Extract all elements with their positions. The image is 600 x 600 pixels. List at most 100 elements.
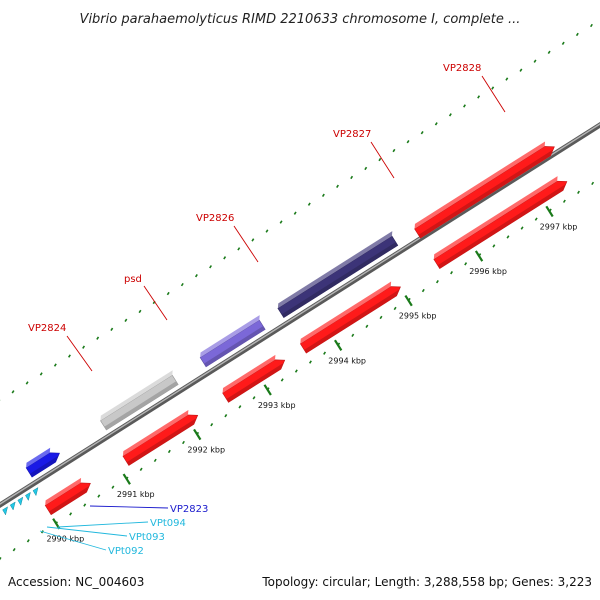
- kbp-tick-labels: 2990 kbp 2991 kbp 2992 kbp 2993 kbp 2994 kbp…: [46, 222, 577, 543]
- minor-tick: [210, 422, 214, 427]
- minor-tick-marks: [0, 23, 595, 561]
- minor-tick: [589, 23, 593, 28]
- trna-marker[interactable]: [2, 506, 8, 516]
- minor-tick: [293, 211, 297, 215]
- kbp-tick-label: 2996 kbp: [469, 267, 507, 276]
- minor-tick: [351, 333, 355, 337]
- minor-tick: [194, 274, 198, 278]
- minor-tick: [450, 271, 454, 275]
- minor-tick: [82, 345, 86, 349]
- leader-line: [39, 530, 107, 551]
- minor-tick: [464, 262, 468, 266]
- minor-tick: [166, 291, 170, 296]
- minor-tick: [577, 190, 580, 194]
- minor-tick: [83, 503, 87, 507]
- cds-feature[interactable]: [220, 352, 287, 403]
- cds-feature[interactable]: [298, 279, 403, 354]
- gene-feature-vp2827[interactable]: [412, 139, 557, 239]
- minor-tick: [139, 467, 143, 471]
- cds-feature[interactable]: [43, 475, 93, 516]
- minor-tick: [448, 113, 452, 117]
- feature-layer: [2, 139, 570, 516]
- minor-tick: [12, 548, 16, 552]
- minor-tick: [364, 166, 368, 171]
- minor-tick: [294, 369, 298, 373]
- major-tick: [193, 428, 202, 441]
- minor-tick: [180, 282, 184, 287]
- minor-tick: [378, 157, 382, 162]
- minor-tick: [506, 235, 510, 239]
- leader-line: [481, 75, 506, 113]
- minor-tick: [11, 390, 15, 394]
- gene-feature-vp2826[interactable]: [276, 231, 401, 319]
- gene-label[interactable]: VPt092: [108, 546, 144, 557]
- minor-tick: [67, 354, 71, 358]
- minor-tick: [477, 95, 481, 99]
- cds-feature[interactable]: [121, 407, 201, 466]
- trna-marker[interactable]: [25, 491, 31, 502]
- minor-tick: [209, 265, 213, 269]
- kbp-tick-label: 2991 kbp: [117, 490, 155, 499]
- minor-tick: [53, 363, 57, 367]
- gene-label[interactable]: VP2826: [196, 213, 234, 224]
- trna-marker[interactable]: [9, 501, 16, 511]
- minor-tick: [591, 181, 595, 186]
- minor-tick: [491, 86, 495, 90]
- minor-tick: [562, 199, 566, 203]
- minor-tick: [420, 131, 424, 135]
- kbp-tick-label: 2992 kbp: [187, 446, 225, 455]
- leader-line: [370, 141, 395, 179]
- minor-tick: [308, 360, 312, 364]
- kbp-tick-label: 2995 kbp: [399, 312, 437, 321]
- genome-summary: Topology: circular; Length: 3,288,558 bp…: [261, 575, 592, 589]
- accession-label: Accession: NC_004603: [8, 575, 144, 589]
- major-tick: [334, 339, 343, 351]
- minor-tick: [110, 327, 114, 331]
- major-tick: [474, 250, 484, 262]
- gene-label[interactable]: VPt094: [150, 518, 186, 529]
- minor-tick: [307, 202, 311, 206]
- leader-line: [46, 526, 128, 537]
- gene-label[interactable]: VPt093: [129, 532, 165, 543]
- minor-tick: [434, 122, 438, 126]
- feature-vp2823[interactable]: [24, 445, 62, 478]
- minor-tick: [421, 288, 425, 293]
- minor-tick: [138, 309, 142, 314]
- minor-tick: [223, 256, 227, 260]
- map-title: Vibrio parahaemolyticus RIMD 2210633 chr…: [80, 12, 521, 27]
- major-tick: [263, 384, 272, 396]
- gene-label[interactable]: VP2824: [28, 323, 66, 334]
- leader-line: [66, 335, 93, 372]
- kbp-tick-label: 2994 kbp: [328, 356, 366, 365]
- minor-tick: [96, 336, 100, 340]
- minor-tick: [97, 494, 101, 498]
- minor-tick: [280, 378, 284, 382]
- trna-marker[interactable]: [32, 487, 39, 497]
- minor-tick: [547, 50, 551, 54]
- minor-tick: [406, 139, 410, 144]
- minor-tick: [533, 59, 537, 63]
- kbp-tick-label: 2990 kbp: [46, 535, 84, 544]
- cds-feature[interactable]: [432, 173, 570, 269]
- minor-tick: [0, 556, 2, 561]
- minor-tick: [575, 32, 579, 37]
- minor-tick: [167, 449, 171, 454]
- gene-label[interactable]: VP2823: [170, 504, 208, 515]
- gene-label[interactable]: VP2827: [333, 129, 371, 140]
- minor-tick: [124, 318, 128, 323]
- gene-label[interactable]: psd: [124, 274, 142, 285]
- minor-tick: [39, 372, 43, 376]
- minor-tick: [534, 217, 538, 221]
- minor-tick: [153, 458, 157, 463]
- minor-tick: [265, 229, 269, 233]
- trna-marker[interactable]: [17, 496, 24, 506]
- minor-tick: [25, 381, 29, 385]
- minor-tick: [69, 512, 73, 516]
- minor-tick: [237, 247, 241, 251]
- gene-labels: VP2824 psd VP2826 VP2827 VP2828 VP2823 VPt094 V…: [28, 63, 506, 557]
- gene-feature-psd[interactable]: [198, 315, 268, 368]
- gene-feature-vp2824[interactable]: [98, 370, 180, 431]
- gene-label[interactable]: VP2828: [443, 63, 481, 74]
